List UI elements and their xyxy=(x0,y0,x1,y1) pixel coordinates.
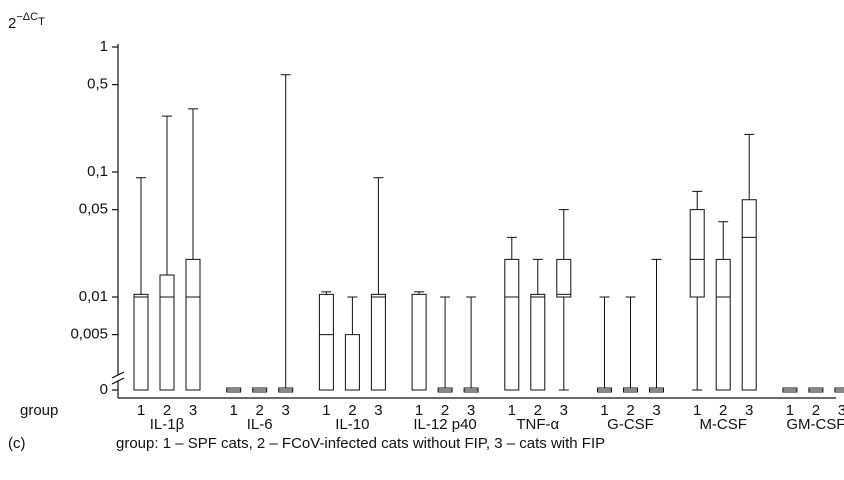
group-label: 2 xyxy=(626,402,634,419)
group-label: 3 xyxy=(745,402,753,419)
panel-label: (c) xyxy=(8,435,26,452)
group-label: 2 xyxy=(534,402,542,419)
box xyxy=(159,274,175,391)
category-label: GM-CSF xyxy=(786,416,844,433)
box xyxy=(715,258,731,391)
group-label: 1 xyxy=(693,402,701,419)
group-label: 1 xyxy=(230,402,238,419)
group-label: 3 xyxy=(560,402,568,419)
box xyxy=(504,258,520,391)
group-label: 1 xyxy=(322,402,330,419)
y-axis-label: 2−ΔCT xyxy=(8,11,45,32)
category-label: IL-6 xyxy=(247,416,273,433)
group-label: 2 xyxy=(812,402,820,419)
box xyxy=(411,293,427,391)
x-axis-label: group xyxy=(20,402,58,419)
group-label: 2 xyxy=(348,402,356,419)
category-label: M-CSF xyxy=(699,416,747,433)
box xyxy=(185,258,201,391)
group-label: 1 xyxy=(415,402,423,419)
box xyxy=(530,293,546,391)
box xyxy=(741,199,757,391)
group-label: 2 xyxy=(163,402,171,419)
group-label: 3 xyxy=(467,402,475,419)
category-label: IL-12 p40 xyxy=(413,416,476,433)
y-tick-label: 0,5 xyxy=(87,76,108,93)
box xyxy=(133,293,149,391)
axis-break xyxy=(111,371,125,379)
group-label: 2 xyxy=(256,402,264,419)
group-label: 3 xyxy=(838,402,844,419)
group-label: 2 xyxy=(719,402,727,419)
category-label: TNF-α xyxy=(516,416,559,433)
group-label: 3 xyxy=(282,402,290,419)
box xyxy=(689,209,705,298)
y-tick-label: 0,05 xyxy=(79,201,108,218)
category-label: IL-1β xyxy=(150,416,185,433)
y-tick-label: 0,1 xyxy=(87,163,108,180)
axis-break xyxy=(111,377,125,385)
caption: group: 1 – SPF cats, 2 – FCoV-infected c… xyxy=(116,435,605,452)
y-tick-label: 0,01 xyxy=(79,288,108,305)
group-label: 1 xyxy=(508,402,516,419)
group-label: 3 xyxy=(652,402,660,419)
category-label: IL-10 xyxy=(335,416,369,433)
y-tick-label: 0 xyxy=(100,381,108,398)
group-label: 1 xyxy=(786,402,794,419)
group-label: 2 xyxy=(441,402,449,419)
box xyxy=(318,293,334,391)
group-label: 3 xyxy=(374,402,382,419)
y-tick-label: 0,005 xyxy=(70,326,108,343)
box xyxy=(344,334,360,391)
group-label: 1 xyxy=(137,402,145,419)
category-label: G-CSF xyxy=(607,416,654,433)
box xyxy=(556,258,572,298)
y-tick-label: 1 xyxy=(100,38,108,55)
group-label: 3 xyxy=(189,402,197,419)
group-label: 1 xyxy=(600,402,608,419)
box xyxy=(370,293,386,391)
